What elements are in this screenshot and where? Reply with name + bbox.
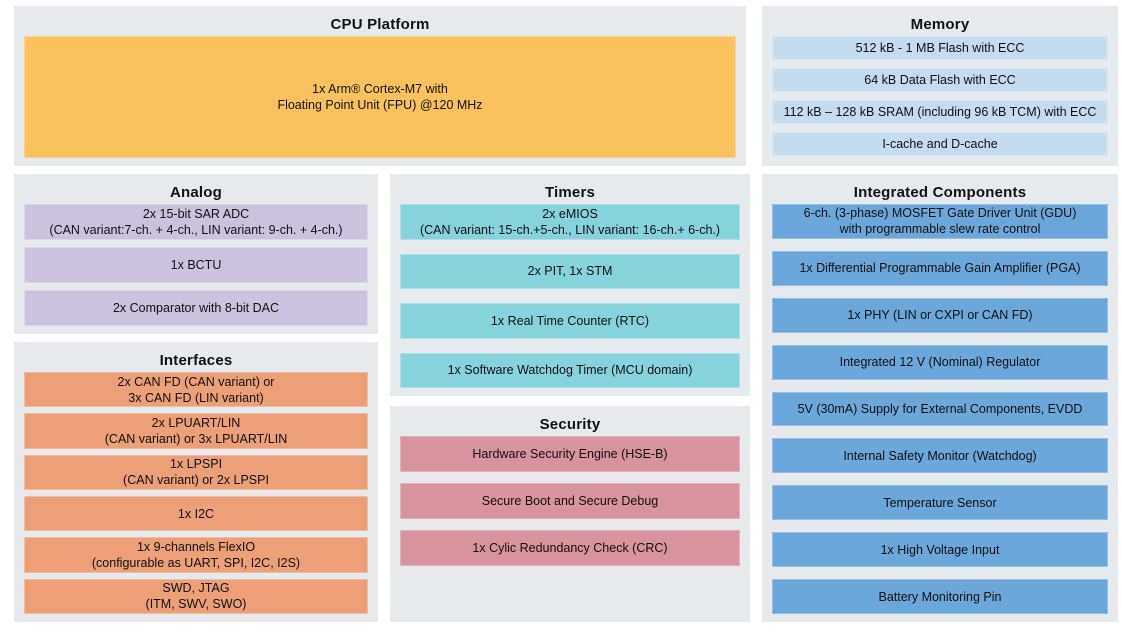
feature-block-secure-boot: Secure Boot and Secure Debug (400, 483, 740, 519)
feature-block-sram: 112 kB – 128 kB SRAM (including 96 kB TC… (772, 100, 1108, 124)
feature-block-phy: 1x PHY (LIN or CXPI or CAN FD) (772, 297, 1108, 333)
section-analog: Analog 2x 15-bit SAR ADC (CAN variant:7-… (14, 174, 378, 334)
section-title-memory: Memory (910, 16, 970, 33)
section-title-analog: Analog (169, 184, 223, 201)
section-title-integrated-components: Integrated Components (853, 184, 1027, 201)
feature-line: (CAN variant: 15-ch.+5-ch., LIN variant:… (419, 222, 721, 237)
feature-block-flexio: 1x 9-channels FlexIO (configurable as UA… (24, 537, 368, 573)
feature-block-flash: 512 kB - 1 MB Flash with ECC (772, 36, 1108, 60)
section-integrated-components: Integrated Components 6-ch. (3-phase) MO… (762, 174, 1118, 622)
feature-line: 6-ch. (3-phase) MOSFET Gate Driver Unit … (803, 206, 1077, 221)
feature-line: 2x CAN FD (CAN variant) or (117, 374, 275, 389)
feature-line: 3x CAN FD (LIN variant) (128, 390, 264, 405)
feature-line: 5V (30mA) Supply for External Components… (797, 402, 1083, 416)
feature-block-regulator: Integrated 12 V (Nominal) Regulator (772, 344, 1108, 380)
feature-line: 2x Comparator with 8-bit DAC (112, 301, 280, 315)
feature-block-can-fd: 2x CAN FD (CAN variant) or 3x CAN FD (LI… (24, 372, 368, 408)
feature-block-lpuart-lin: 2x LPUART/LIN (CAN variant) or 3x LPUART… (24, 413, 368, 449)
section-title-cpu-platform: CPU Platform (330, 16, 430, 33)
feature-block-cache: I-cache and D-cache (772, 132, 1108, 156)
section-security: Security Hardware Security Engine (HSE-B… (390, 406, 750, 622)
memory-blocks: 512 kB - 1 MB Flash with ECC 64 kB Data … (772, 36, 1108, 158)
interfaces-blocks: 2x CAN FD (CAN variant) or 3x CAN FD (LI… (24, 372, 368, 614)
feature-line: 1x LPSPI (169, 457, 223, 472)
feature-line: (CAN variant) or 3x LPUART/LIN (104, 431, 288, 446)
feature-line: 64 kB Data Flash with ECC (864, 73, 1016, 87)
feature-line: Internal Safety Monitor (Watchdog) (843, 448, 1037, 463)
feature-block-hse: Hardware Security Engine (HSE-B) (400, 436, 740, 472)
feature-block-rtc: 1x Real Time Counter (RTC) (400, 303, 740, 339)
feature-line: (ITM, SWV, SWO) (145, 597, 247, 612)
integrated-components-blocks: 6-ch. (3-phase) MOSFET Gate Driver Unit … (772, 204, 1108, 615)
feature-line: 2x 15-bit SAR ADC (142, 207, 250, 221)
feature-line: 1x High Voltage Input (880, 542, 1000, 557)
section-title-security: Security (539, 416, 601, 433)
feature-line: 1x Cylic Redundancy Check (CRC) (472, 541, 668, 555)
feature-line: 1x 9-channels FlexIO (136, 539, 256, 554)
feature-block-comparator: 2x Comparator with 8-bit DAC (24, 290, 368, 326)
feature-block-pga: 1x Differential Programmable Gain Amplif… (772, 250, 1108, 286)
feature-block-bctu: 1x BCTU (24, 247, 368, 283)
section-title-interfaces: Interfaces (159, 352, 233, 369)
feature-line: Battery Monitoring Pin (878, 589, 1002, 604)
section-title-timers: Timers (544, 184, 596, 201)
feature-line: Secure Boot and Secure Debug (481, 494, 659, 508)
section-memory: Memory 512 kB - 1 MB Flash with ECC 64 k… (762, 6, 1118, 166)
feature-line: with programmable slew rate control (839, 222, 1041, 237)
feature-block-gdu: 6-ch. (3-phase) MOSFET Gate Driver Unit … (772, 204, 1108, 239)
section-interfaces: Interfaces 2x CAN FD (CAN variant) or 3x… (14, 342, 378, 622)
feature-line: 1x Software Watchdog Timer (MCU domain) (447, 363, 693, 378)
feature-block-pit-stm: 2x PIT, 1x STM (400, 253, 740, 289)
cpu-platform-blocks: 1x Arm® Cortex-M7 with Floating Point Un… (24, 36, 736, 158)
feature-line: 112 kB – 128 kB SRAM (including 96 kB TC… (783, 105, 1097, 119)
feature-block-battery-monitoring: Battery Monitoring Pin (772, 579, 1108, 615)
feature-block-safety-monitor: Internal Safety Monitor (Watchdog) (772, 438, 1108, 474)
feature-line: 512 kB - 1 MB Flash with ECC (855, 41, 1025, 55)
feature-line: Integrated 12 V (Nominal) Regulator (839, 355, 1041, 370)
feature-block-high-voltage-input: 1x High Voltage Input (772, 532, 1108, 568)
feature-line: Floating Point Unit (FPU) @120 MHz (277, 98, 483, 112)
section-timers: Timers 2x eMIOS (CAN variant: 15-ch.+5-c… (390, 174, 750, 396)
feature-line: 1x BCTU (170, 258, 222, 272)
feature-block-cortex-m7: 1x Arm® Cortex-M7 with Floating Point Un… (24, 36, 736, 158)
timers-blocks: 2x eMIOS (CAN variant: 15-ch.+5-ch., LIN… (400, 204, 740, 388)
feature-line: 1x Arm® Cortex-M7 with (312, 82, 448, 96)
feature-line: 1x I2C (177, 506, 215, 521)
feature-block-i2c: 1x I2C (24, 495, 368, 532)
feature-line: SWD, JTAG (162, 581, 230, 596)
feature-line: (CAN variant:7-ch. + 4-ch., LIN variant:… (49, 223, 343, 237)
feature-block-lpspi: 1x LPSPI (CAN variant) or 2x LPSPI (24, 454, 368, 490)
feature-line: 1x Differential Programmable Gain Amplif… (799, 261, 1081, 276)
feature-line: Temperature Sensor (883, 495, 997, 510)
feature-block-temperature-sensor: Temperature Sensor (772, 485, 1108, 521)
feature-line: (configurable as UART, SPI, I2C, I2S) (91, 555, 301, 570)
analog-blocks: 2x 15-bit SAR ADC (CAN variant:7-ch. + 4… (24, 204, 368, 326)
feature-line: 2x LPUART/LIN (151, 415, 241, 430)
feature-block-evdd-supply: 5V (30mA) Supply for External Components… (772, 391, 1108, 427)
feature-block-emios: 2x eMIOS (CAN variant: 15-ch.+5-ch., LIN… (400, 204, 740, 240)
feature-block-crc: 1x Cylic Redundancy Check (CRC) (400, 530, 740, 566)
feature-line: I-cache and D-cache (882, 137, 998, 151)
security-blocks: Hardware Security Engine (HSE-B) Secure … (400, 436, 740, 566)
feature-line: Hardware Security Engine (HSE-B) (472, 447, 668, 461)
feature-block-swt: 1x Software Watchdog Timer (MCU domain) (400, 352, 740, 388)
feature-line: 2x PIT, 1x STM (527, 264, 613, 279)
feature-line: 1x PHY (LIN or CXPI or CAN FD) (847, 308, 1033, 323)
section-cpu-platform: CPU Platform 1x Arm® Cortex-M7 with Floa… (14, 6, 746, 166)
feature-block-sar-adc: 2x 15-bit SAR ADC (CAN variant:7-ch. + 4… (24, 204, 368, 240)
feature-line: (CAN variant) or 2x LPSPI (123, 473, 269, 488)
feature-block-swd-jtag: SWD, JTAG (ITM, SWV, SWO) (24, 578, 368, 614)
feature-line: 1x Real Time Counter (RTC) (490, 313, 650, 328)
feature-block-data-flash: 64 kB Data Flash with ECC (772, 68, 1108, 92)
feature-line: 2x eMIOS (542, 206, 598, 221)
